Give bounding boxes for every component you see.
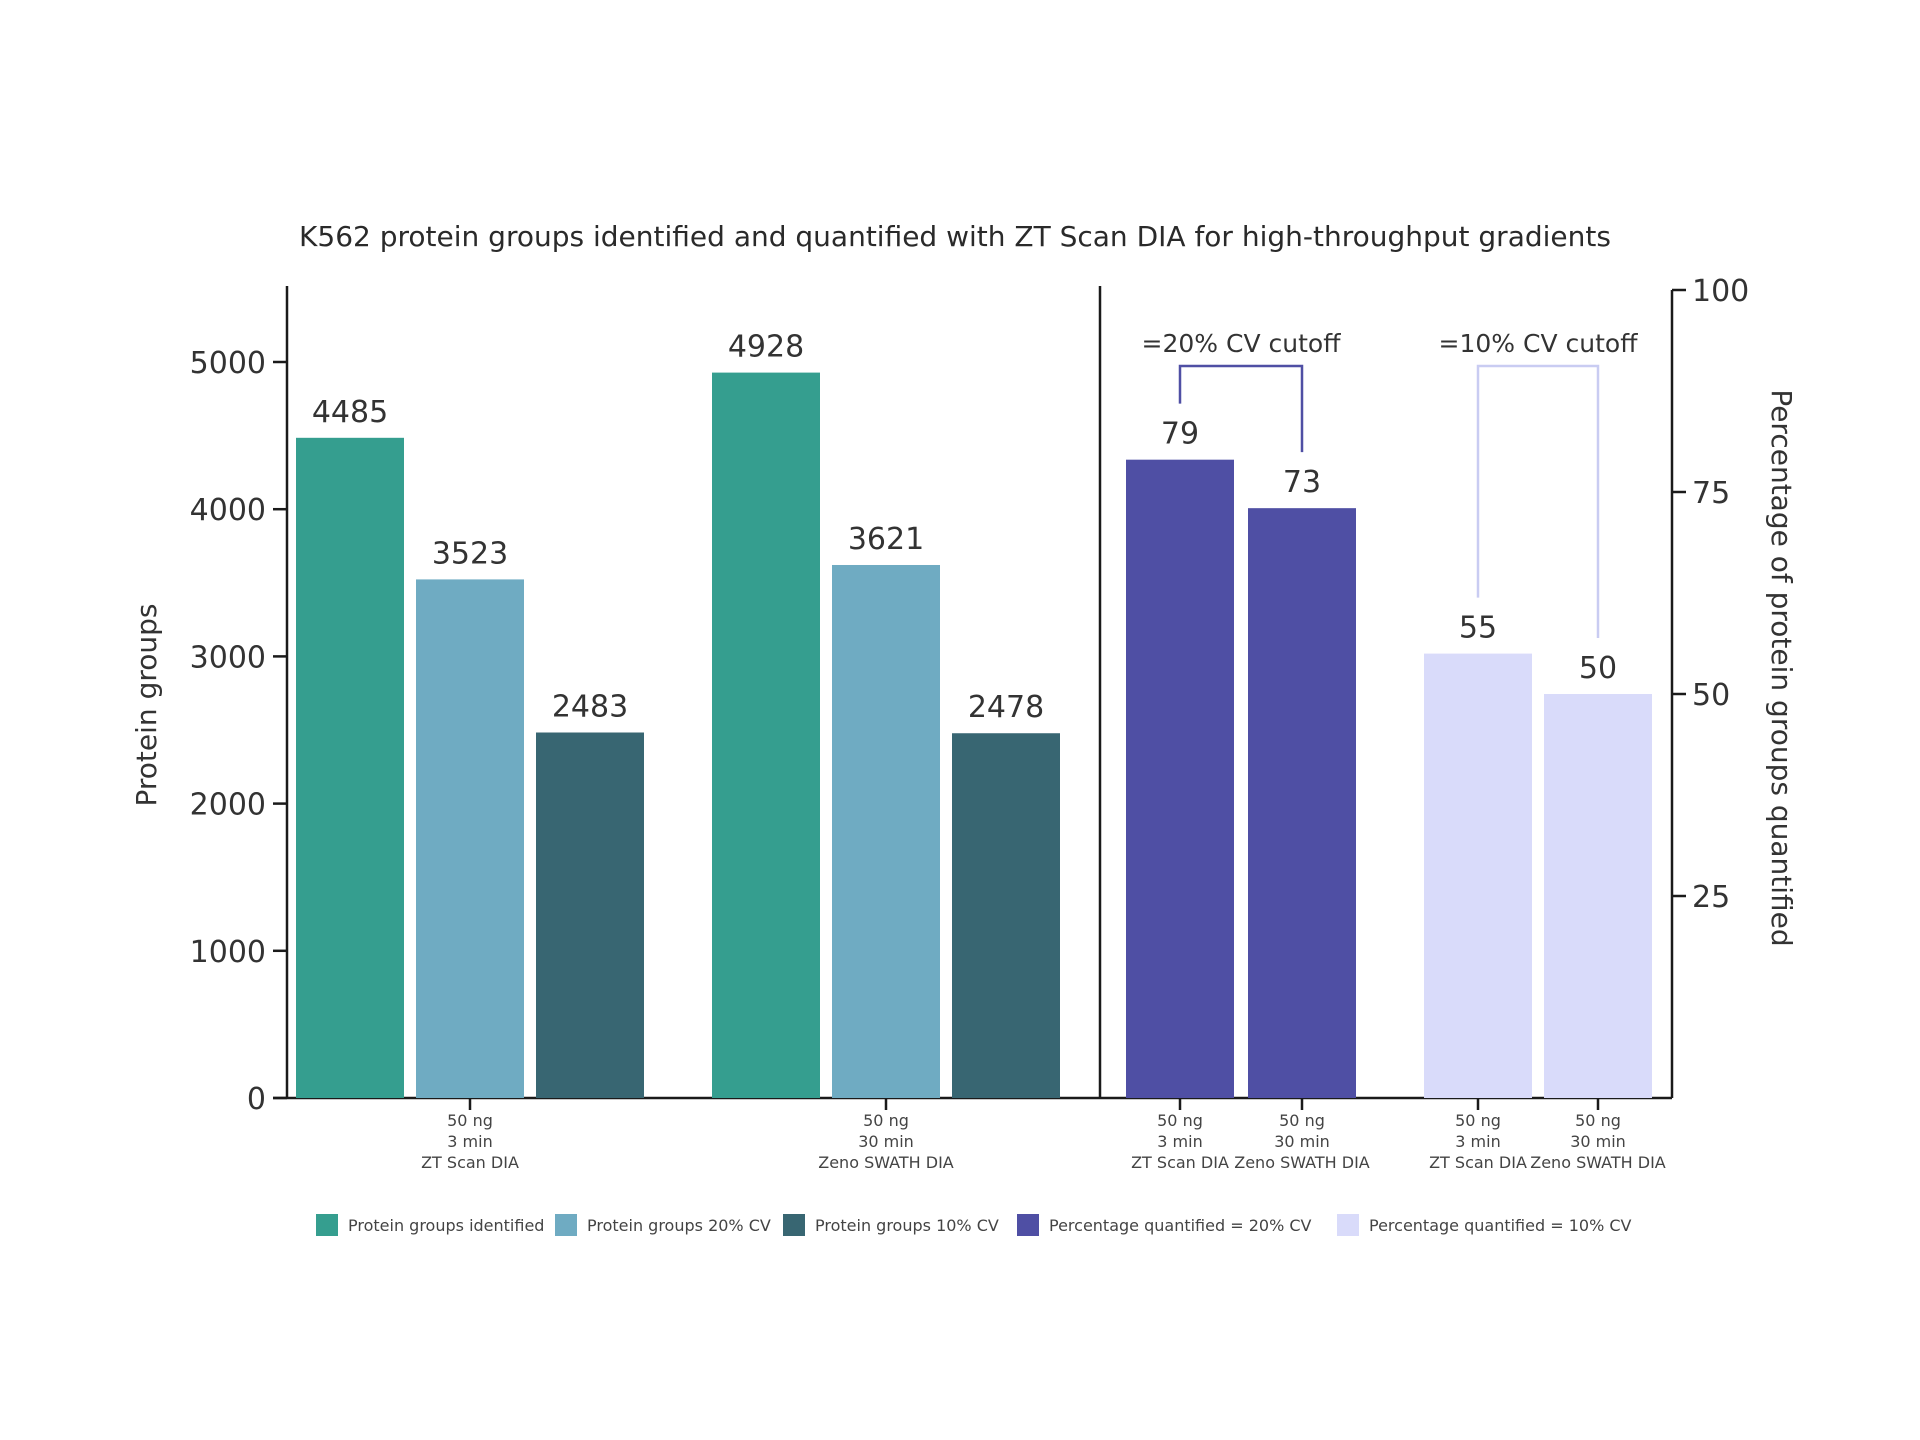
bar-percentage-quantified [1248,508,1356,1098]
legend-swatch [1337,1214,1359,1236]
legend-label: Percentage quantified = 20% CV [1049,1216,1312,1235]
x-category-label: ZT Scan DIA [1429,1153,1527,1172]
bar-protein-groups [536,733,644,1098]
x-category-label: 50 ng [863,1111,909,1130]
x-category-label: 3 min [1157,1132,1202,1151]
bar-value-label: 79 [1161,417,1199,452]
bar-value-label: 3523 [432,536,508,571]
x-category-label: ZT Scan DIA [421,1153,519,1172]
cv-cutoff-label: =10% CV cutoff [1439,329,1639,358]
left-y-axis-label: Protein groups [130,604,163,807]
left-y-tick-label: 0 [247,1082,266,1117]
legend-label: Protein groups 20% CV [587,1216,771,1235]
x-category-label: 30 min [1570,1132,1626,1151]
legend-swatch [1017,1214,1039,1236]
bar-protein-groups [712,373,820,1098]
bar-protein-groups [416,579,524,1098]
right-y-tick-label: 75 [1692,476,1730,511]
bar-protein-groups [296,438,404,1098]
bar-percentage-quantified [1544,694,1652,1098]
cv-cutoff-label: =20% CV cutoff [1142,329,1342,358]
left-y-tick-label: 5000 [190,346,266,381]
x-category-label: Zeno SWATH DIA [818,1153,954,1172]
bar-percentage-quantified [1126,460,1234,1098]
bar-protein-groups [952,733,1060,1098]
x-category-label: Zeno SWATH DIA [1530,1153,1666,1172]
bar-value-label: 55 [1459,611,1497,646]
x-category-label: 3 min [1455,1132,1500,1151]
x-category-label: 30 min [1274,1132,1330,1151]
x-category-label: 50 ng [1279,1111,1325,1130]
right-y-axis-label: Percentage of protein groups quantified [1765,389,1798,946]
x-category-label: 50 ng [1575,1111,1621,1130]
chart-title: K562 protein groups identified and quant… [299,220,1611,253]
right-y-tick-label: 100 [1692,274,1749,309]
x-category-label: 50 ng [447,1111,493,1130]
legend-swatch [316,1214,338,1236]
bar-protein-groups [832,565,940,1098]
bar-percentage-quantified [1424,654,1532,1098]
x-category-label: Zeno SWATH DIA [1234,1153,1370,1172]
x-category-label: 30 min [858,1132,914,1151]
legend-label: Protein groups 10% CV [815,1216,999,1235]
bar-value-label: 2483 [552,690,628,725]
x-category-label: 50 ng [1157,1111,1203,1130]
bar-value-label: 50 [1579,651,1617,686]
legend-label: Percentage quantified = 10% CV [1369,1216,1632,1235]
left-y-tick-label: 3000 [190,640,266,675]
left-y-tick-label: 2000 [190,788,266,823]
bar-value-label: 4928 [728,330,804,365]
x-category-label: ZT Scan DIA [1131,1153,1229,1172]
x-category-label: 50 ng [1455,1111,1501,1130]
left-y-tick-label: 1000 [190,935,266,970]
left-y-tick-label: 4000 [190,493,266,528]
right-y-tick-label: 25 [1692,880,1730,915]
legend-swatch [783,1214,805,1236]
right-y-tick-label: 50 [1692,678,1730,713]
bar-value-label: 73 [1283,465,1321,500]
legend-swatch [555,1214,577,1236]
bar-value-label: 4485 [312,395,388,430]
bar-value-label: 2478 [968,690,1044,725]
legend-label: Protein groups identified [348,1216,544,1235]
chart: K562 protein groups identified and quant… [0,0,1920,1440]
bar-value-label: 3621 [848,522,924,557]
cv-cutoff-bracket [1478,366,1598,638]
x-category-label: 3 min [447,1132,492,1151]
